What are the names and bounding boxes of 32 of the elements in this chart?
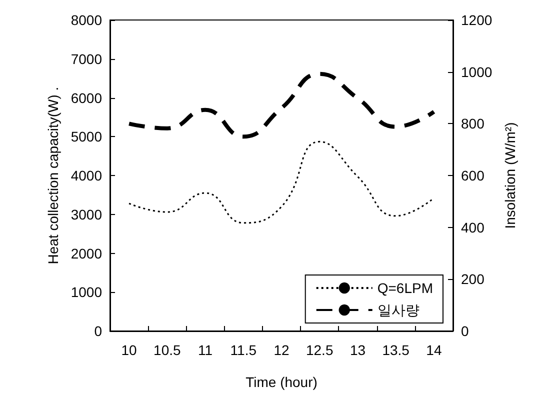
x-tick-label: 13.5 [382, 342, 410, 358]
legend-label: Q=6LPM [377, 280, 434, 296]
legend-label: 일사량 [377, 302, 420, 318]
x-axis-title: Time (hour) [246, 374, 318, 390]
x-tick-label: 11 [198, 342, 213, 358]
x-tick-label: 10 [121, 342, 138, 358]
y-tick-label: 5000 [70, 128, 102, 145]
line-series [127, 72, 436, 139]
y2-tick-label: 0 [461, 323, 469, 339]
y-tick-label: 2000 [70, 245, 102, 262]
y-tick-label: 0 [94, 323, 102, 339]
y-tick-label: 3000 [70, 206, 102, 222]
y-tick-label: 8000 [70, 12, 102, 28]
x-tick-label: 14 [426, 342, 442, 358]
y-tick-label: 4000 [70, 168, 102, 184]
y2-tick-label: 1000 [461, 64, 492, 80]
y-tick-label: 1000 [70, 284, 102, 300]
x-tick-label: 10.5 [154, 342, 182, 358]
y-tick-label: 7000 [70, 50, 102, 67]
y2-axis-title: Insolation (W/m²) [502, 122, 518, 229]
line-series [128, 140, 435, 224]
y2-tick-label: 600 [461, 168, 485, 184]
x-tick-label: 12 [274, 342, 290, 358]
y2-tick-label: 1200 [461, 12, 492, 28]
y-axis-title: Heat collection capacity(W) . [44, 86, 61, 264]
x-tick-label: 11.5 [230, 342, 257, 358]
y2-tick-label: 400 [461, 219, 485, 236]
x-tick-label: 12.5 [306, 342, 334, 358]
y2-tick-label: 200 [461, 271, 485, 288]
y2-tick-label: 800 [461, 116, 485, 132]
x-tick-label: 13 [350, 342, 366, 358]
y-tick-label: 6000 [70, 90, 102, 106]
